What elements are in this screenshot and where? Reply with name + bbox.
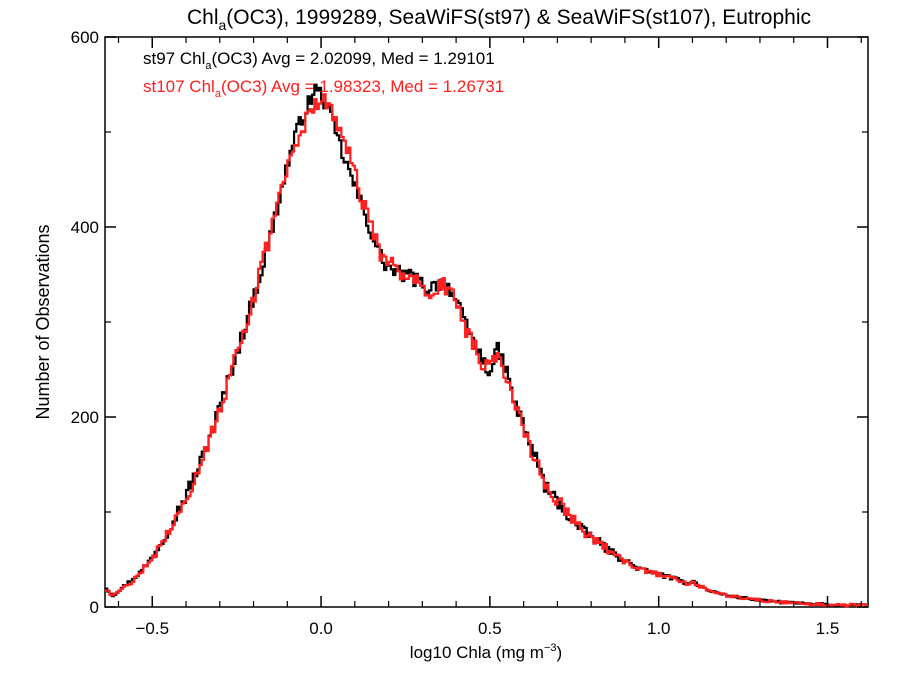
x-axis-label: log10 Chla (mg m−3) xyxy=(410,642,562,662)
plot-frame xyxy=(104,36,869,608)
y-axis-label: Number of Observations xyxy=(33,224,53,419)
chart-title: Chla(OC3), 1999289, SeaWiFS(st97) & SeaW… xyxy=(187,6,811,33)
axis-layer: −0.5 0.0 0.5 1.0 1.5 0 200 400 600 xyxy=(71,28,868,638)
legend-entry-st97: st97 Chla(OC3) Avg = 2.02099, Med = 1.29… xyxy=(143,49,495,72)
series-line-st107 xyxy=(105,93,868,608)
y-tick-label: 200 xyxy=(71,408,99,427)
x-tick-label: 0.0 xyxy=(309,619,333,638)
x-tick-label: 0.5 xyxy=(478,619,502,638)
series-line-st97 xyxy=(105,83,868,608)
x-tick-label: 1.5 xyxy=(816,619,840,638)
x-tick-label: 1.0 xyxy=(647,619,671,638)
y-tick-label: 600 xyxy=(71,28,99,47)
x-tick-label: −0.5 xyxy=(135,619,169,638)
legend-entry-st107: st107 Chla(OC3) Avg = 1.98323, Med = 1.2… xyxy=(143,77,504,100)
y-tick-label: 0 xyxy=(90,598,99,617)
y-tick-label: 400 xyxy=(71,218,99,237)
series-layer xyxy=(105,83,868,608)
